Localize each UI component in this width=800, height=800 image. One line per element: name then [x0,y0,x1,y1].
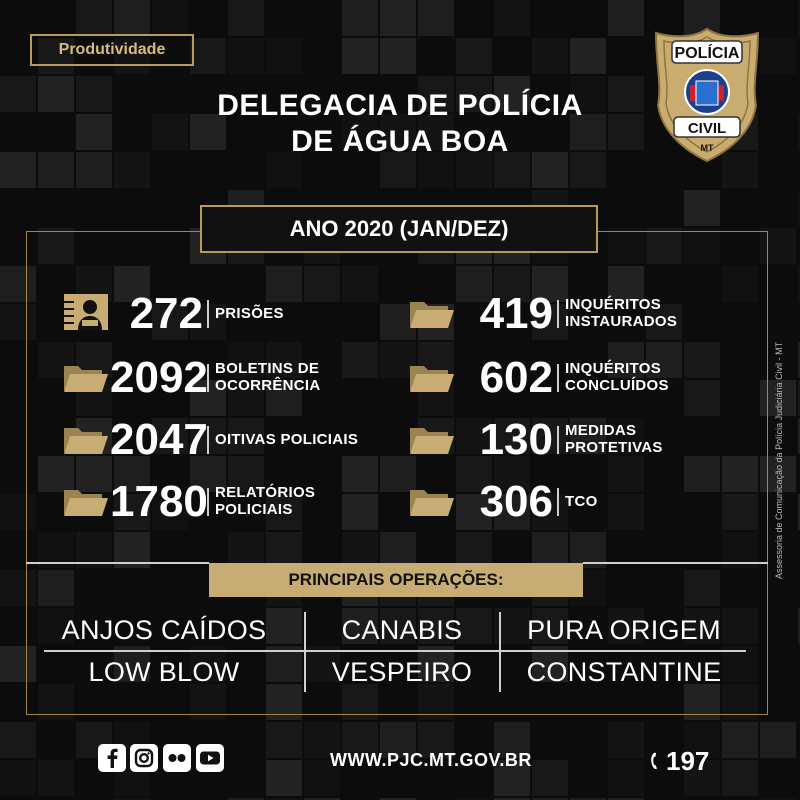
stat-label: OITIVAS POLICIAIS [215,431,358,448]
flickr-icon[interactable] [163,744,191,772]
stat-label-line-1: MEDIDAS [565,422,637,439]
folder-icon [62,360,110,396]
prisoner-icon [62,292,110,330]
stat-label: INQUÉRITOS INSTAURADOS [565,296,677,330]
stat-label: TCO [565,493,598,510]
stat-label-line-2: CONCLUÍDOS [565,377,669,394]
operations-line-left [26,562,209,564]
stat-value: 306 [479,477,553,526]
folder-icon [62,484,110,520]
stat-label: PRISÕES [215,305,284,322]
operation-name: CONSTANTINE [526,657,722,687]
stat-separator [207,488,209,516]
folder-icon [408,360,456,396]
operation-name: ANJOS CAÍDOS [61,615,267,645]
operation-name: CANABIS [341,615,463,645]
stat-label-line-1: PRISÕES [215,305,284,322]
stat-value: 602 [479,353,553,402]
folder-icon [408,296,456,332]
stat-label-line-2: PROTETIVAS [565,439,663,456]
operations-title: PRINCIPAIS OPERAÇÕES: [209,563,583,597]
stat-label: BOLETINS DE OCORRÊNCIA [215,360,321,394]
stat-label-line-1: OITIVAS POLICIAIS [215,431,359,448]
stat-label: RELATÓRIOS POLICIAIS [215,484,315,518]
stat-value: 419 [479,289,553,338]
category-tag: Produtividade [30,34,194,66]
stat-separator [557,300,559,328]
stat-right-0: 419 INQUÉRITOS INSTAURADOS [408,288,758,340]
credit-text: Assessoria de Comunicação da Polícia Jud… [774,341,784,579]
operation-name: PURA ORIGEM [527,615,721,645]
stat-value: 2047 [110,415,208,464]
stat-label-line-1: BOLETINS DE [215,360,320,377]
stat-separator [207,364,209,392]
stat-label-line-2: INSTAURADOS [565,313,678,330]
police-badge-logo: POLÍCIA CIVIL MT [654,27,760,163]
period-label: ANO 2020 (JAN/DEZ) [200,205,598,253]
stat-label-line-1: RELATÓRIOS [215,484,316,501]
operations-separator-1 [304,612,306,692]
operations-line-right [583,562,768,564]
stat-left-0: 272 PRISÕES [62,288,402,340]
title-line-2: DE ÁGUA BOA [291,125,509,158]
operations-separator-2 [499,612,501,692]
stat-right-3: 306 TCO [408,476,758,528]
stat-label: MEDIDAS PROTETIVAS [565,422,663,456]
facebook-icon[interactable] [98,744,126,772]
stat-left-2: 2047 OITIVAS POLICIAIS [62,414,402,466]
operation-name: VESPEIRO [331,657,473,687]
title-line-1: DELEGACIA DE POLÍCIA [217,89,583,122]
stat-separator [557,488,559,516]
operation-name: LOW BLOW [88,657,240,687]
stat-label-line-1: INQUÉRITOS [565,296,662,313]
stat-label-line-2: POLICIAIS [215,501,293,518]
stat-left-3: 1780 RELATÓRIOS POLICIAIS [62,476,402,528]
website-link[interactable]: WWW.PJC.MT.GOV.BR [330,750,532,770]
stat-value: 272 [129,289,203,338]
stat-label: INQUÉRITOS CONCLUÍDOS [565,360,669,394]
phone-number[interactable]: 197 [666,746,710,776]
folder-icon [408,484,456,520]
stat-label-line-1: INQUÉRITOS [565,360,662,377]
stat-value: 2092 [110,353,208,402]
stat-separator [207,300,209,328]
page-title: DELEGACIA DE POLÍCIA DE ÁGUA BOA [170,88,630,160]
stat-separator [557,426,559,454]
stat-separator [207,426,209,454]
stat-label-line-1: TCO [565,493,598,510]
phone-icon [651,752,657,769]
youtube-icon[interactable] [196,744,224,772]
stat-left-1: 2092 BOLETINS DE OCORRÊNCIA [62,352,402,404]
stat-label-line-2: OCORRÊNCIA [215,377,321,394]
badge-text-bottom: MT [701,143,714,153]
folder-icon [408,422,456,458]
stat-separator [557,364,559,392]
stat-right-1: 602 INQUÉRITOS CONCLUÍDOS [408,352,758,404]
stat-value: 130 [479,415,553,464]
stat-value: 1780 [110,477,208,526]
folder-icon [62,422,110,458]
stat-right-2: 130 MEDIDAS PROTETIVAS [408,414,758,466]
operations-divider [44,650,746,652]
badge-text-middle: CIVIL [688,120,726,137]
instagram-icon[interactable] [130,744,158,772]
badge-text-top: POLÍCIA [675,43,740,62]
